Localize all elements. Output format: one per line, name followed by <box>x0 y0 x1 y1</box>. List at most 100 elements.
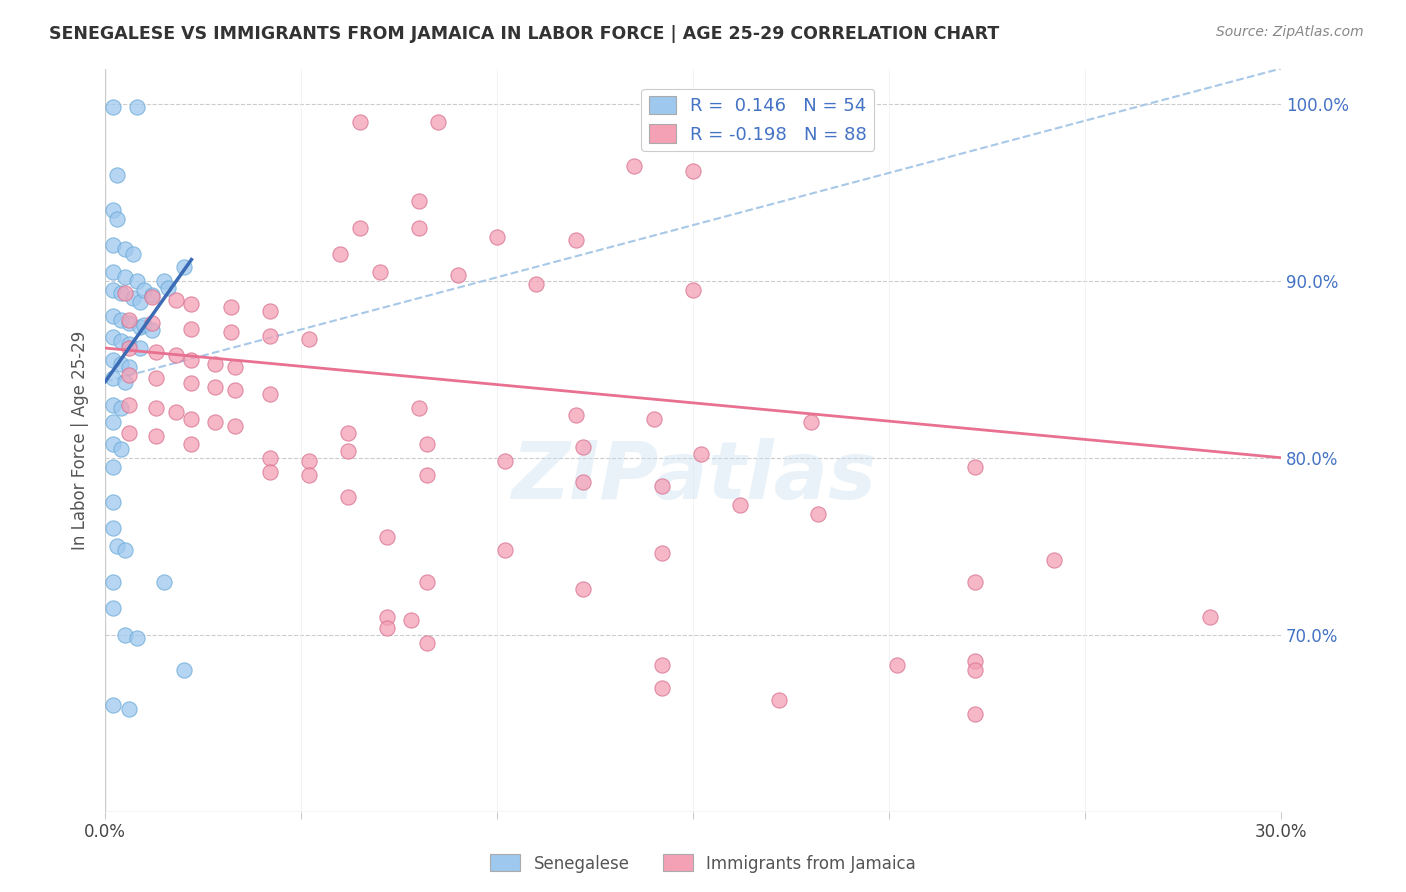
Point <box>118 337 141 351</box>
Point <box>690 447 713 461</box>
Point <box>118 368 141 382</box>
Text: ZIPatlas: ZIPatlas <box>510 438 876 516</box>
Point <box>153 274 176 288</box>
Point <box>134 283 156 297</box>
Point <box>101 521 124 535</box>
Point <box>173 663 195 677</box>
Point <box>101 398 124 412</box>
Point <box>180 321 202 335</box>
Point <box>110 334 132 348</box>
Point <box>101 309 124 323</box>
Point <box>114 286 136 301</box>
Point <box>415 636 437 650</box>
Point <box>259 387 281 401</box>
Point <box>125 631 148 645</box>
Point <box>415 436 437 450</box>
Point <box>377 530 399 544</box>
Point <box>110 357 132 371</box>
Point <box>101 353 124 368</box>
Point <box>572 475 595 490</box>
Point <box>180 436 202 450</box>
Point <box>105 168 128 182</box>
Point <box>682 283 704 297</box>
Point <box>204 380 226 394</box>
Point <box>224 360 246 375</box>
Point <box>728 499 751 513</box>
Point <box>494 542 516 557</box>
Point <box>224 418 246 433</box>
Y-axis label: In Labor Force | Age 25-29: In Labor Force | Age 25-29 <box>72 330 89 549</box>
Point <box>965 459 987 474</box>
Legend: Senegalese, Immigrants from Jamaica: Senegalese, Immigrants from Jamaica <box>484 847 922 880</box>
Point <box>101 601 124 615</box>
Point <box>141 290 163 304</box>
Point <box>329 247 352 261</box>
Point <box>134 318 156 332</box>
Point <box>114 242 136 256</box>
Point <box>368 265 391 279</box>
Point <box>1199 610 1222 624</box>
Point <box>110 286 132 301</box>
Point <box>101 330 124 344</box>
Point <box>219 325 242 339</box>
Point <box>204 357 226 371</box>
Point <box>623 159 645 173</box>
Point <box>408 194 430 209</box>
Point <box>408 401 430 416</box>
Point <box>145 401 167 416</box>
Point <box>101 459 124 474</box>
Point <box>965 574 987 589</box>
Point <box>110 312 132 326</box>
Point <box>180 297 202 311</box>
Point <box>651 546 673 560</box>
Text: SENEGALESE VS IMMIGRANTS FROM JAMAICA IN LABOR FORCE | AGE 25-29 CORRELATION CHA: SENEGALESE VS IMMIGRANTS FROM JAMAICA IN… <box>49 25 1000 43</box>
Text: Source: ZipAtlas.com: Source: ZipAtlas.com <box>1216 25 1364 39</box>
Point <box>114 542 136 557</box>
Point <box>337 425 360 440</box>
Point <box>156 281 179 295</box>
Point <box>768 693 790 707</box>
Point <box>125 100 148 114</box>
Point <box>259 450 281 465</box>
Point <box>682 164 704 178</box>
Point <box>377 610 399 624</box>
Point <box>101 495 124 509</box>
Point <box>524 277 547 292</box>
Point <box>427 114 450 128</box>
Point <box>101 415 124 429</box>
Point <box>105 539 128 553</box>
Point <box>129 295 152 310</box>
Point <box>118 316 141 330</box>
Point <box>651 479 673 493</box>
Point <box>643 411 665 425</box>
Point <box>259 328 281 343</box>
Point <box>204 415 226 429</box>
Point <box>118 702 141 716</box>
Point <box>259 304 281 318</box>
Point <box>101 371 124 385</box>
Point <box>121 247 143 261</box>
Point <box>145 344 167 359</box>
Point <box>486 229 509 244</box>
Point <box>651 681 673 695</box>
Point <box>651 657 673 672</box>
Point <box>118 425 141 440</box>
Point <box>101 100 124 114</box>
Point <box>399 614 422 628</box>
Point <box>101 574 124 589</box>
Point <box>129 341 152 355</box>
Point <box>129 319 152 334</box>
Point <box>101 698 124 713</box>
Point <box>298 332 321 346</box>
Point <box>118 360 141 375</box>
Point <box>165 293 187 308</box>
Point <box>298 454 321 468</box>
Point <box>165 405 187 419</box>
Point <box>349 114 371 128</box>
Point <box>298 468 321 483</box>
Point <box>180 376 202 391</box>
Point <box>259 465 281 479</box>
Point <box>101 202 124 217</box>
Point <box>572 440 595 454</box>
Point <box>180 411 202 425</box>
